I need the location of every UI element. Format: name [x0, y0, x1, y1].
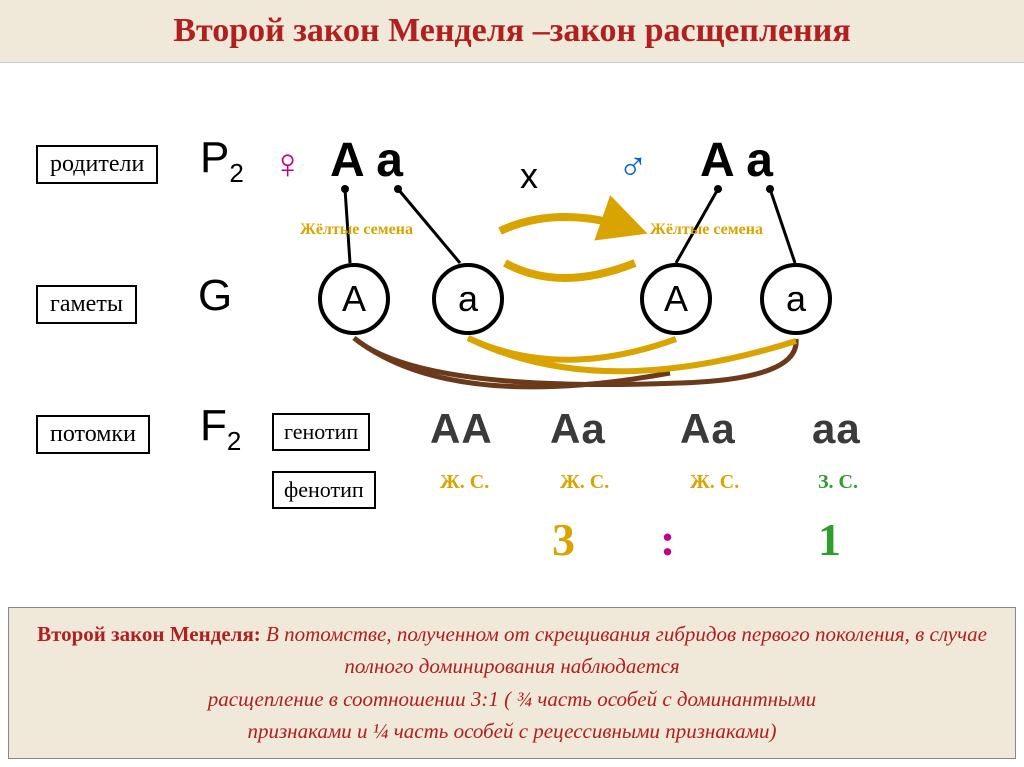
definition-body-1: В потомстве, полученном от скрещивания г… — [261, 622, 987, 679]
phenotype-4: З. С. — [818, 471, 858, 494]
f-letter: F — [200, 401, 227, 450]
phenotype-box: фенотип — [272, 471, 376, 509]
offspring-g4: aa — [812, 405, 861, 453]
offspring-g2: Aa — [550, 405, 606, 453]
seed-label-right: Жёлтые семена — [650, 221, 763, 239]
parents-symbol: P2 — [200, 133, 244, 189]
female-symbol: ♀ — [272, 141, 304, 189]
gametes-symbol: G — [198, 271, 232, 321]
genotype-box: генотип — [272, 413, 370, 451]
phenotype-2: Ж. С. — [560, 471, 609, 494]
definition-body-3: признаками и ¼ часть особей с рецессивны… — [247, 719, 776, 743]
connector-overlay — [0, 63, 1024, 593]
gamete-2: a — [432, 263, 504, 335]
phenotype-3: Ж. С. — [690, 471, 739, 494]
ratio-right: 1 — [818, 513, 841, 566]
definition-lead: Второй закон Менделя: — [37, 622, 261, 646]
p-letter: P — [200, 133, 229, 182]
phenotype-1: Ж. С. — [440, 471, 489, 494]
gamete-3: A — [640, 263, 712, 335]
offspring-g3: Aa — [680, 405, 736, 453]
male-symbol: ♂ — [618, 143, 648, 190]
parents-label-box: родители — [36, 145, 158, 184]
definition-box: Второй закон Менделя: В потомстве, получ… — [8, 607, 1016, 759]
female-genotype: A a — [330, 133, 403, 188]
male-genotype: A a — [700, 133, 773, 188]
gametes-label-box: гаметы — [36, 285, 137, 324]
title-bar: Второй закон Менделя –закон расщепления — [0, 0, 1024, 63]
seed-label-left: Жёлтые семена — [300, 221, 413, 239]
offspring-label-box: потомки — [36, 415, 150, 454]
diagram-area: родители гаметы потомки P2 G F2 ♀ ♂ A a … — [0, 63, 1024, 593]
ratio-sep: : — [660, 513, 675, 566]
f-sub: 2 — [227, 426, 241, 456]
definition-body-2: расщепление в соотношении 3:1 ( ¾ часть … — [208, 687, 816, 711]
page-title: Второй закон Менделя –закон расщепления — [24, 12, 1000, 50]
cross-symbol: x — [520, 155, 538, 197]
offspring-symbol: F2 — [200, 401, 241, 457]
ratio-left: 3 — [552, 513, 575, 566]
offspring-g1: AA — [430, 405, 493, 453]
gamete-1: A — [318, 263, 390, 335]
gamete-4: a — [760, 263, 832, 335]
p-sub: 2 — [229, 158, 243, 188]
